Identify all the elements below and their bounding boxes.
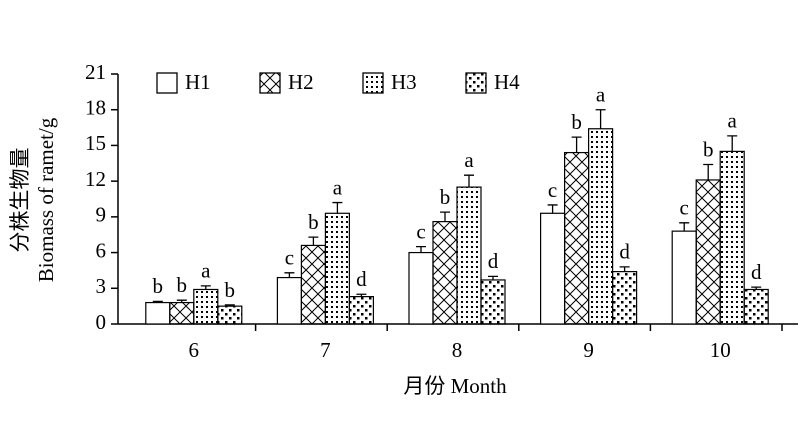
y-axis-label: 分株生物量 <box>8 148 32 253</box>
y-tick-label: 21 <box>85 60 106 84</box>
error-bar <box>152 300 163 303</box>
bar <box>671 230 697 325</box>
significance-letter: b <box>703 137 714 161</box>
bar <box>539 212 566 325</box>
bar <box>743 288 769 325</box>
x-axis-label: 月份 Month <box>403 374 507 398</box>
error-bar <box>200 285 211 290</box>
significance-letter: b <box>440 185 451 209</box>
error-bar <box>488 275 498 280</box>
significance-letter: a <box>596 83 606 107</box>
significance-letter: a <box>333 175 343 199</box>
error-bar <box>547 204 558 214</box>
significance-letter: c <box>416 219 425 243</box>
significance-letter: a <box>201 259 211 283</box>
bar <box>348 296 374 325</box>
error-bar <box>440 211 450 222</box>
bar <box>719 150 745 325</box>
bar <box>145 301 171 325</box>
x-tick-label: 8 <box>452 338 463 362</box>
y-tick-label: 0 <box>96 310 107 334</box>
bar <box>456 186 482 325</box>
bar <box>695 179 721 325</box>
error-bar <box>751 286 762 290</box>
significance-letter: d <box>619 240 630 264</box>
bar <box>193 288 219 325</box>
significance-letter: a <box>728 109 738 133</box>
significance-letter: b <box>225 278 236 302</box>
bar <box>169 301 195 325</box>
error-bar <box>176 299 187 303</box>
significance-letter: b <box>153 274 164 298</box>
error-bar <box>679 222 690 232</box>
x-tick-label: 10 <box>710 338 731 362</box>
bar <box>324 212 350 325</box>
y-tick-label: 9 <box>96 203 107 227</box>
error-bar <box>727 135 738 152</box>
significance-letter: c <box>680 196 689 220</box>
error-bar <box>416 245 426 253</box>
y-tick-label: 3 <box>96 274 107 298</box>
x-tick-label: 6 <box>189 338 200 362</box>
legend-swatch <box>465 72 487 94</box>
x-tick-label: 7 <box>320 338 331 362</box>
significance-letter: a <box>464 148 474 172</box>
error-bar <box>356 293 367 297</box>
significance-letter: b <box>571 110 582 134</box>
legend-label: H2 <box>288 70 314 94</box>
bar <box>587 128 614 325</box>
legend-label: H3 <box>391 70 417 94</box>
significance-letter: b <box>177 273 188 297</box>
error-bar <box>332 201 343 214</box>
y-tick-label: 6 <box>96 238 107 262</box>
bar <box>300 244 326 325</box>
error-bar <box>464 174 474 188</box>
error-bar <box>308 236 319 246</box>
error-bar <box>571 136 582 153</box>
y-tick-label: 15 <box>85 131 106 155</box>
bar <box>217 305 243 325</box>
bar <box>408 251 434 325</box>
y-axis-label: Biomass of ramet/g <box>34 117 58 282</box>
x-tick-label: 9 <box>583 338 594 362</box>
y-tick-label: 18 <box>85 96 106 120</box>
y-tick-label: 12 <box>85 167 106 191</box>
legend-swatch <box>259 72 281 94</box>
legend-swatch <box>156 72 178 94</box>
significance-letter: d <box>751 260 762 284</box>
error-bar <box>619 266 630 272</box>
bar <box>480 279 506 325</box>
error-bar <box>595 109 606 129</box>
error-bar <box>284 272 295 278</box>
significance-letter: c <box>548 178 557 202</box>
bar <box>276 276 302 325</box>
significance-letter: d <box>488 249 499 273</box>
bar <box>563 151 590 325</box>
legend-label: H1 <box>185 70 211 94</box>
legend-label: H4 <box>494 70 520 94</box>
bar <box>611 271 638 325</box>
bar <box>432 221 458 325</box>
error-bar <box>703 163 714 180</box>
legend-swatch <box>362 72 384 94</box>
significance-letter: c <box>285 246 294 270</box>
significance-letter: b <box>308 210 319 234</box>
significance-letter: d <box>356 267 367 291</box>
error-bar <box>224 304 235 307</box>
